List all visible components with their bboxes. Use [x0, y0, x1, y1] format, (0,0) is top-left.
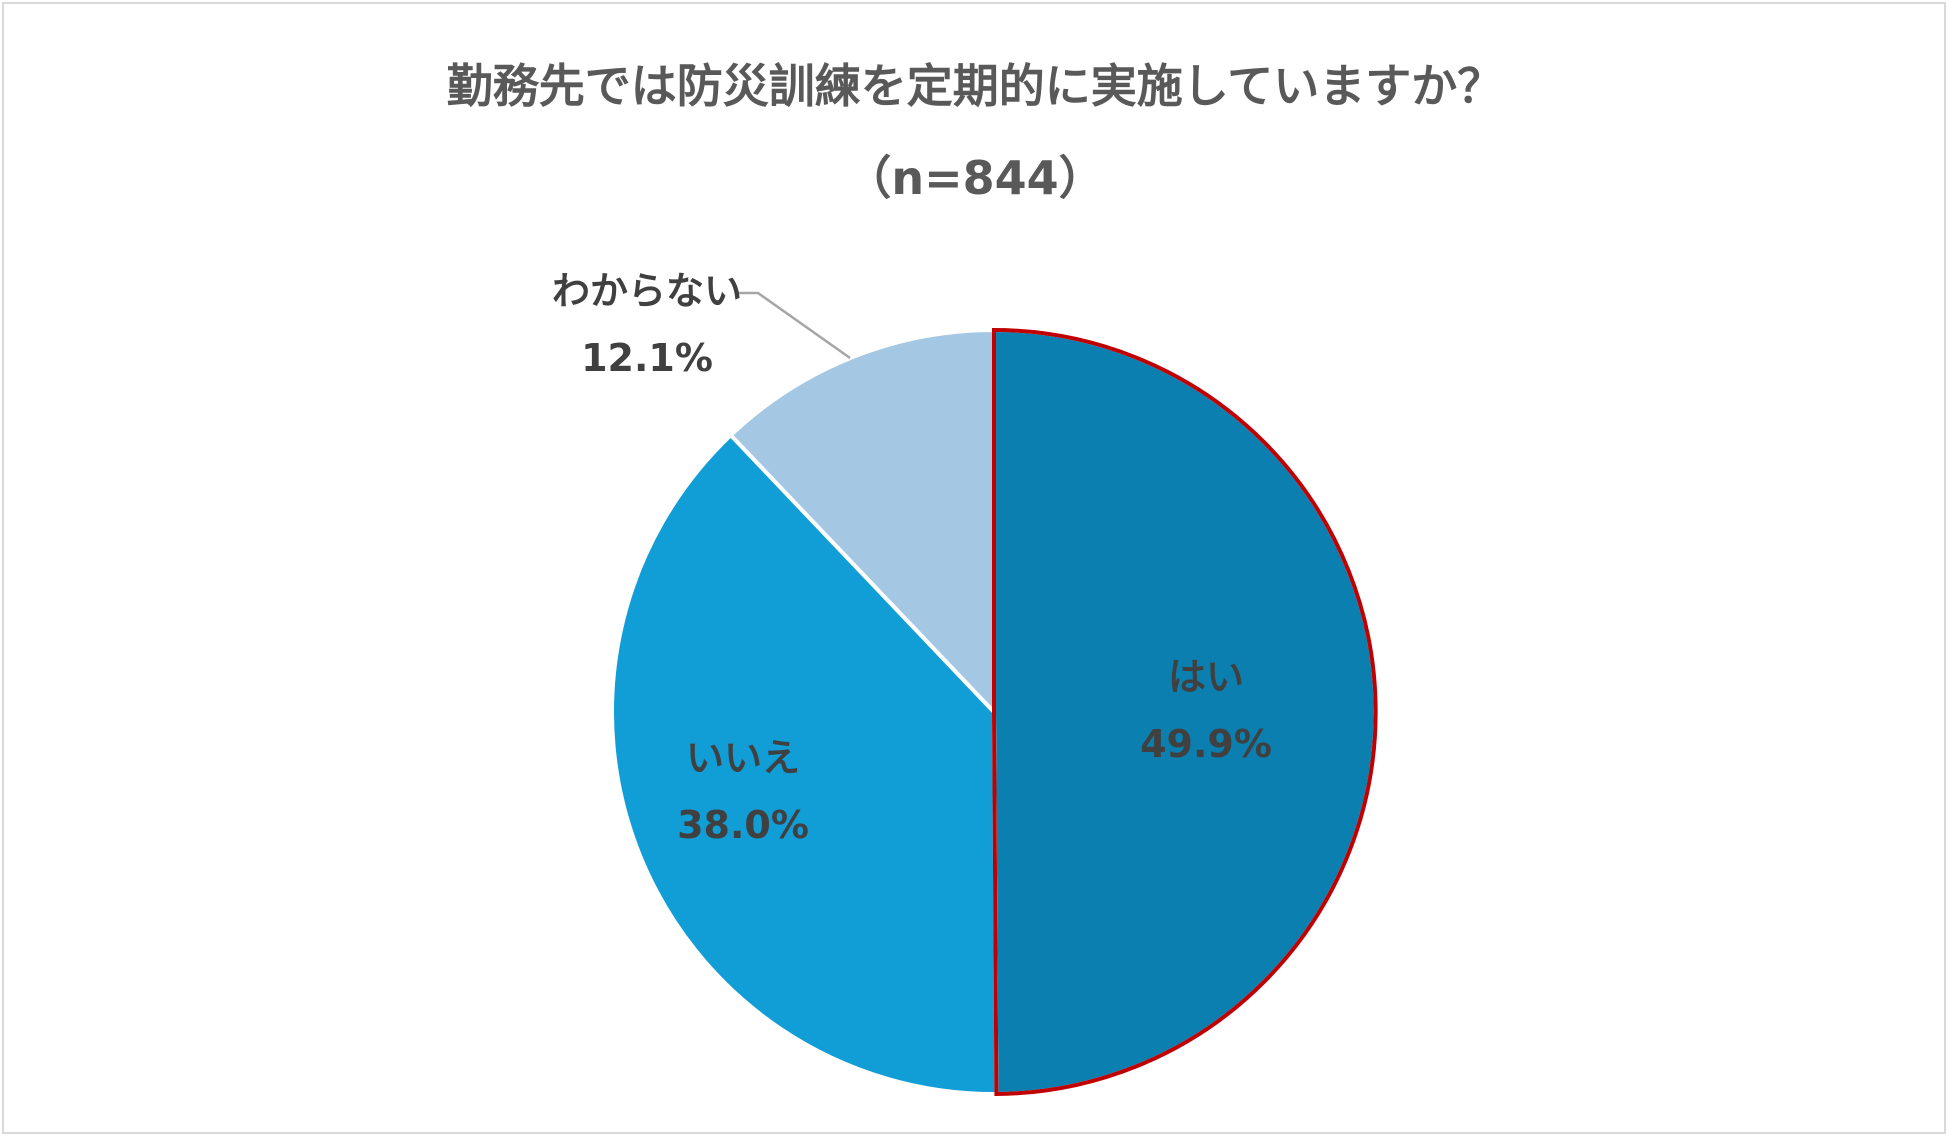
pie-slice-yes-outline [992, 327, 1378, 1097]
slice-label-no: いいえ [686, 736, 800, 780]
pie-slice-unknown [728, 328, 996, 714]
slice-value-yes: 49.9% [1140, 722, 1272, 766]
slice-value-unknown: 12.1% [581, 336, 713, 380]
pie-slice-no [610, 433, 999, 1096]
slice-label-yes: はい [1168, 655, 1244, 699]
highlight-outline [992, 327, 1378, 1097]
chart-subtitle: （n=844） [845, 151, 1105, 205]
chart-title: 勤務先では防災訓練を定期的に実施していますか？ [446, 59, 1504, 113]
leader-lines [735, 291, 851, 360]
leader-line-unknown [735, 291, 851, 360]
pie-slice-yes [992, 328, 1378, 1096]
slice-value-no: 38.0% [677, 803, 809, 847]
slice-labels: はい 49.9% いいえ 38.0% わからない 12.1% [552, 269, 1272, 847]
slice-label-unknown: わからない [552, 269, 742, 313]
